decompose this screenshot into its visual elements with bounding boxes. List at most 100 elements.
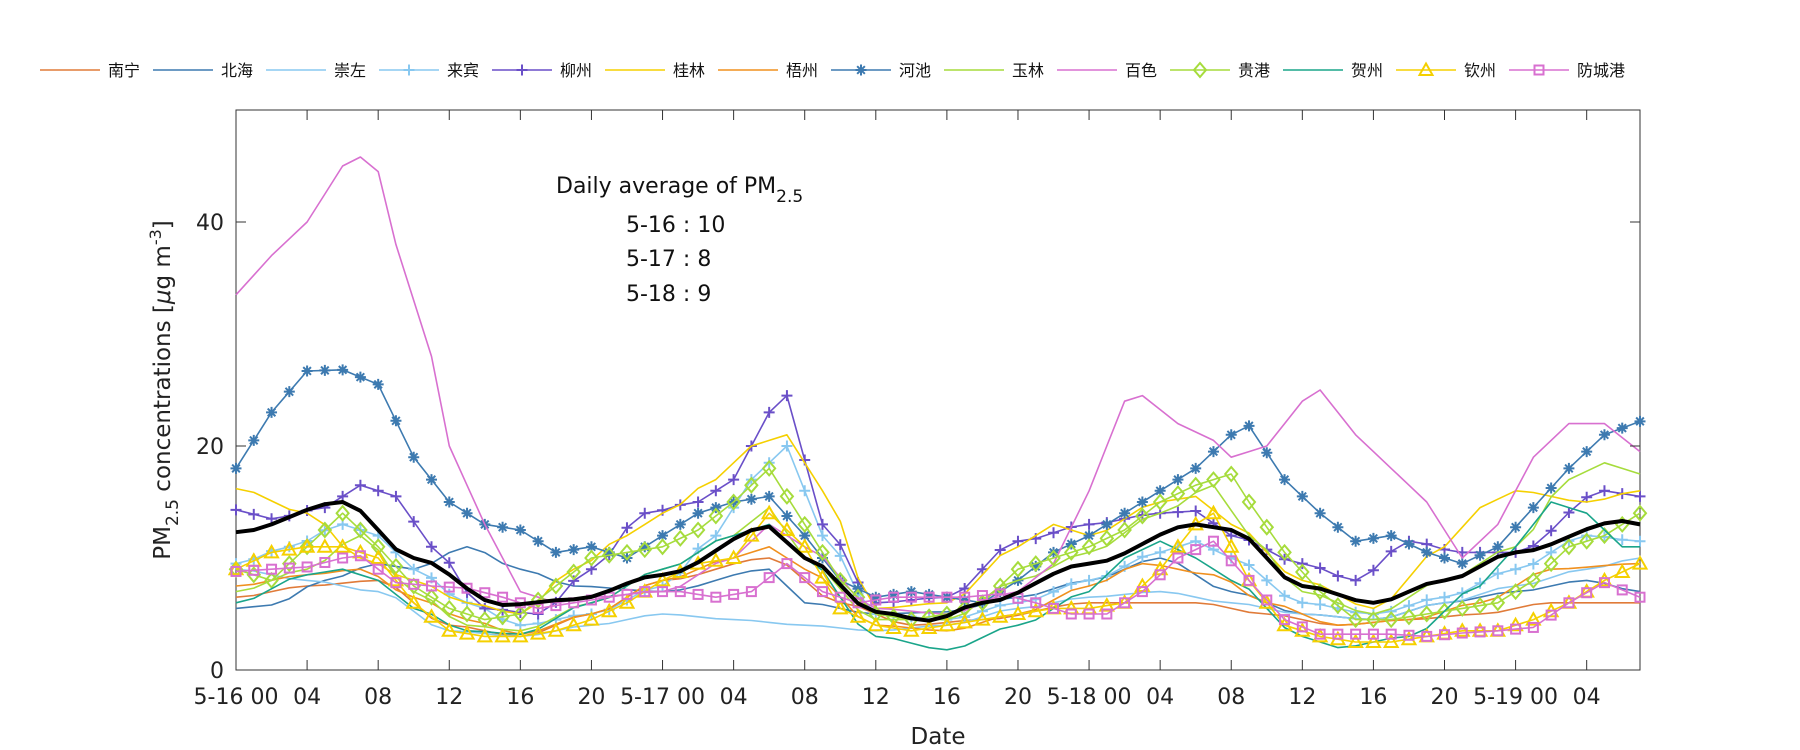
legend-item: 玉林 (944, 61, 1044, 80)
series-marker (1099, 529, 1115, 547)
series-marker (852, 597, 864, 609)
series-marker (1439, 629, 1451, 641)
series-marker (1046, 549, 1061, 567)
series-marker (905, 586, 917, 598)
series-marker (230, 504, 242, 516)
x-tick-label: 20 (1431, 685, 1459, 710)
series-marker (888, 591, 900, 603)
series-marker (566, 563, 581, 581)
series-marker (1439, 552, 1451, 564)
series-marker (1083, 574, 1095, 586)
series-marker (264, 571, 279, 589)
series-marker (815, 543, 830, 561)
series-marker (674, 586, 686, 598)
series-marker (529, 625, 547, 640)
series-marker (497, 591, 509, 603)
series-marker (565, 616, 582, 632)
y-tick-label: 40 (196, 211, 224, 236)
series-marker (514, 524, 526, 536)
series-marker (1508, 583, 1523, 601)
series-marker (779, 487, 795, 505)
annotation-title-main: Daily average of PM (556, 174, 776, 199)
series-marker (710, 591, 722, 603)
x-tick-label: 5-17 00 (620, 685, 705, 710)
series-line (235, 156, 1641, 615)
series-marker (1634, 535, 1646, 547)
series-marker (938, 616, 956, 632)
series-marker (692, 496, 704, 508)
series-4 (230, 390, 1646, 620)
series-marker (369, 549, 387, 564)
x-tick-label: 20 (1004, 685, 1032, 710)
legend-label: 桂林 (673, 61, 705, 80)
series-marker (1350, 535, 1362, 547)
x-tick-label: 04 (1146, 685, 1174, 710)
legend: 南宁 北海 崇左 来宾 柳州 桂林 梧州 河池 玉林 百色 贵港 贺州 钦州 防城港 (40, 61, 1625, 80)
series-marker (1010, 560, 1026, 578)
series-marker (1190, 544, 1202, 556)
series-marker (692, 588, 704, 600)
series-marker (1543, 555, 1559, 573)
legend-marker (1417, 61, 1435, 76)
series-marker (956, 613, 973, 629)
series-marker (513, 605, 528, 623)
series-marker (621, 522, 633, 534)
series-marker (710, 485, 722, 497)
series-average (235, 500, 1641, 623)
series-marker (1172, 474, 1184, 486)
series-marker (903, 622, 920, 637)
y-tick-label: 20 (196, 435, 224, 460)
series-lines (227, 156, 1649, 651)
annotation-line-2: 5-17 : 8 (626, 247, 711, 272)
series-marker (1135, 507, 1150, 525)
series-marker (1314, 507, 1326, 519)
x-tick-label: 5-18 00 (1047, 685, 1132, 710)
series-marker (1400, 630, 1418, 646)
series-marker (1170, 485, 1186, 503)
legend-item: 桂林 (605, 61, 705, 80)
series-marker (1492, 568, 1504, 580)
series-marker (799, 572, 811, 584)
x-tick-label: 12 (862, 685, 890, 710)
series-marker (621, 588, 633, 600)
series-marker (867, 616, 885, 632)
series-10 (228, 459, 1648, 629)
series-marker (1510, 623, 1522, 635)
series-marker (461, 507, 473, 519)
series-marker (1027, 602, 1044, 618)
series-marker (1332, 628, 1344, 640)
legend-item: 百色 (1057, 61, 1157, 80)
series-marker (1563, 506, 1575, 518)
series-marker (263, 543, 280, 559)
series-3 (230, 440, 1646, 631)
series-marker (885, 619, 902, 634)
series-marker (459, 605, 475, 623)
series-marker (299, 538, 315, 556)
series-marker (674, 518, 686, 530)
series-marker (1456, 627, 1468, 639)
series-marker (1350, 574, 1362, 586)
series-marker (1243, 559, 1255, 571)
series-marker (1563, 597, 1575, 609)
y-tick-label: 0 (210, 659, 224, 684)
series-marker (1561, 538, 1577, 556)
series-marker (1439, 591, 1451, 603)
series-marker (1474, 626, 1486, 638)
series-marker (745, 493, 757, 505)
series-marker (834, 550, 846, 562)
y-axis-title-sub: 2.5 (163, 499, 183, 526)
series-marker (1616, 584, 1628, 596)
series-marker (372, 563, 384, 575)
series-marker (832, 599, 849, 615)
legend-label: 贺州 (1351, 61, 1383, 80)
series-marker (1527, 558, 1539, 570)
legend-item: 来宾 (379, 61, 479, 80)
x-tick-label: 5-19 00 (1473, 685, 1558, 710)
series-marker (1596, 571, 1613, 587)
series-marker (1350, 628, 1362, 640)
series-marker (390, 577, 402, 589)
series-marker (1614, 563, 1631, 578)
series-9 (235, 156, 1641, 615)
series-marker (441, 622, 458, 637)
